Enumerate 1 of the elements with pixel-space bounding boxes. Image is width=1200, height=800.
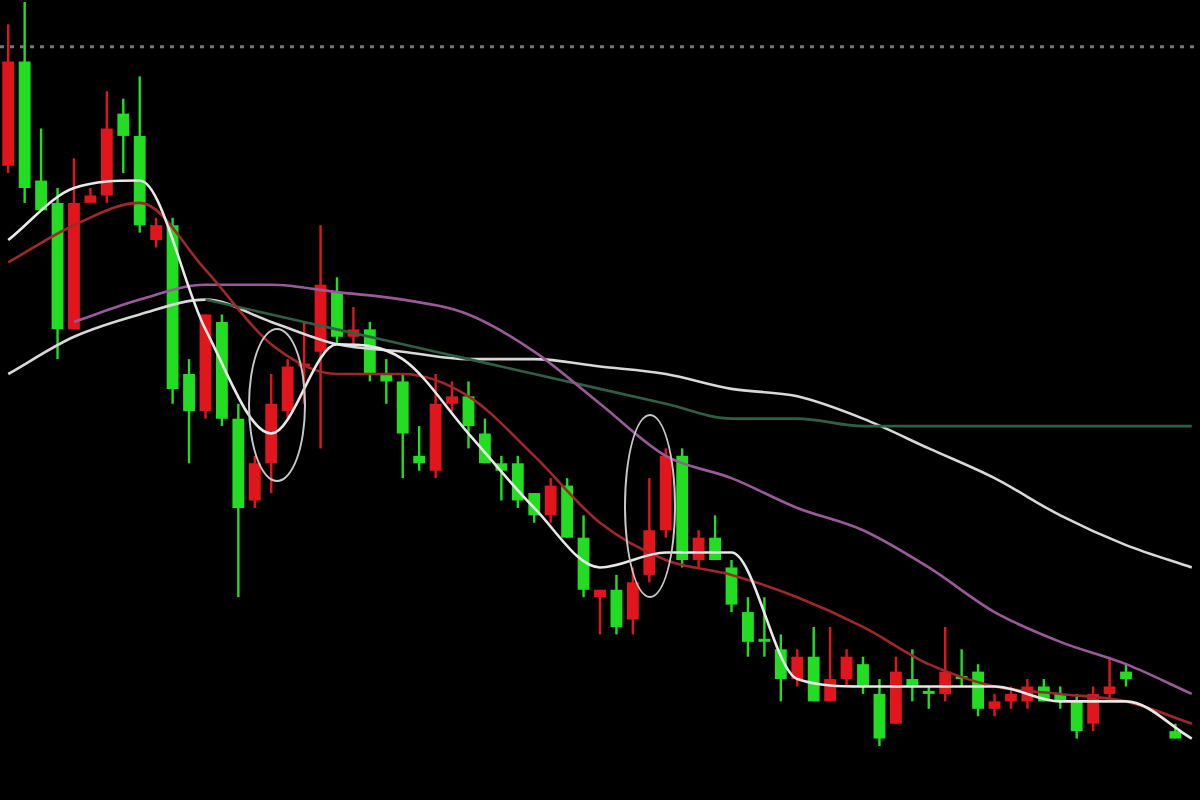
candlestick <box>758 597 771 657</box>
